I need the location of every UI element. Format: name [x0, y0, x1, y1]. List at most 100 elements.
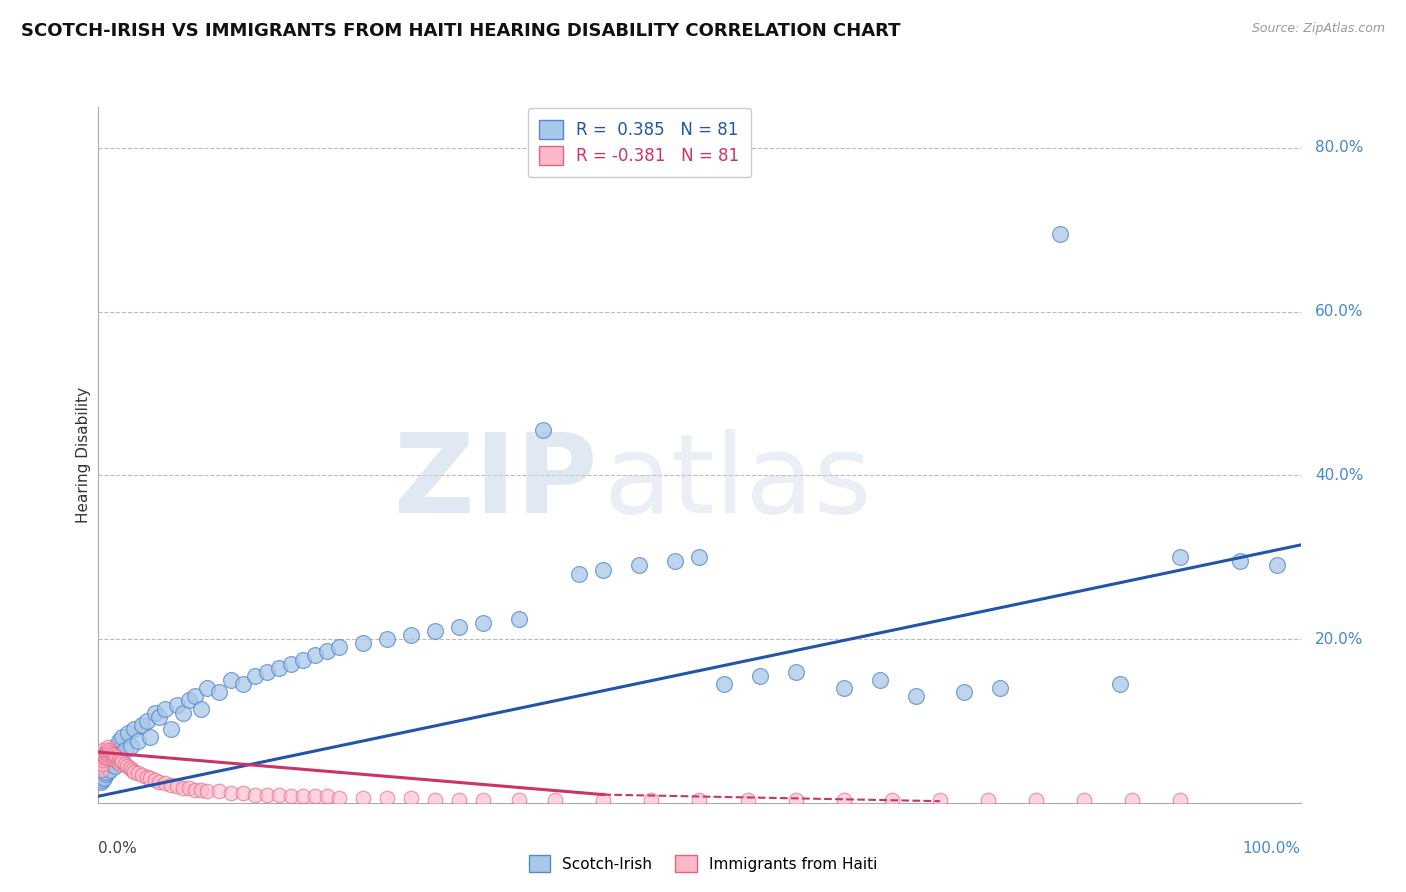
Point	[232, 786, 254, 800]
Point	[111, 755, 134, 769]
Point	[90, 775, 112, 789]
Point	[291, 652, 314, 666]
Point	[94, 751, 117, 765]
Point	[177, 780, 200, 795]
Point	[328, 640, 350, 655]
Point	[153, 701, 176, 715]
Point	[352, 790, 374, 805]
Point	[98, 742, 121, 756]
Point	[111, 731, 134, 745]
Point	[96, 742, 118, 756]
Point	[592, 562, 614, 576]
Point	[243, 788, 266, 802]
Point	[688, 792, 710, 806]
Point	[91, 763, 114, 777]
Point	[375, 632, 398, 646]
Point	[103, 742, 125, 756]
Point	[139, 731, 162, 745]
Point	[94, 745, 117, 759]
Point	[159, 778, 181, 792]
Point	[108, 756, 131, 771]
Point	[1265, 558, 1288, 573]
Point	[108, 734, 131, 748]
Point	[472, 615, 495, 630]
Legend: R =  0.385   N = 81, R = -0.381   N = 81: R = 0.385 N = 81, R = -0.381 N = 81	[527, 109, 751, 177]
Point	[423, 792, 446, 806]
Point	[280, 789, 302, 804]
Point	[127, 766, 149, 780]
Point	[93, 771, 115, 785]
Point	[267, 661, 290, 675]
Point	[94, 767, 117, 781]
Point	[423, 624, 446, 638]
Point	[103, 748, 125, 763]
Point	[472, 792, 495, 806]
Point	[1073, 792, 1095, 806]
Point	[131, 768, 153, 782]
Point	[315, 644, 337, 658]
Point	[785, 665, 807, 679]
Point	[98, 751, 121, 765]
Y-axis label: Hearing Disability: Hearing Disability	[76, 387, 91, 523]
Point	[96, 764, 118, 779]
Point	[256, 788, 278, 802]
Point	[219, 786, 242, 800]
Point	[304, 789, 326, 804]
Point	[98, 756, 121, 771]
Point	[880, 792, 903, 806]
Point	[177, 693, 200, 707]
Point	[508, 612, 530, 626]
Point	[1049, 227, 1071, 241]
Text: 40.0%: 40.0%	[1315, 468, 1364, 483]
Point	[100, 748, 122, 763]
Point	[1170, 550, 1192, 565]
Point	[91, 764, 114, 779]
Point	[1170, 792, 1192, 806]
Point	[953, 685, 976, 699]
Point	[91, 747, 114, 761]
Point	[135, 770, 157, 784]
Point	[100, 747, 122, 761]
Point	[91, 742, 114, 756]
Text: 20.0%: 20.0%	[1315, 632, 1364, 647]
Point	[89, 759, 111, 773]
Point	[91, 772, 114, 787]
Text: ZIP: ZIP	[394, 429, 598, 536]
Point	[256, 665, 278, 679]
Point	[183, 782, 205, 797]
Point	[120, 739, 142, 753]
Point	[195, 784, 218, 798]
Point	[508, 792, 530, 806]
Point	[267, 788, 290, 802]
Point	[232, 677, 254, 691]
Point	[291, 789, 314, 804]
Point	[315, 789, 337, 804]
Point	[219, 673, 242, 687]
Point	[1121, 792, 1143, 806]
Point	[108, 751, 131, 765]
Point	[713, 677, 735, 691]
Point	[100, 745, 122, 759]
Point	[114, 742, 136, 756]
Point	[101, 751, 124, 765]
Point	[131, 718, 153, 732]
Point	[89, 755, 111, 769]
Point	[688, 550, 710, 565]
Point	[785, 792, 807, 806]
Text: 100.0%: 100.0%	[1243, 841, 1301, 856]
Point	[107, 755, 129, 769]
Point	[243, 669, 266, 683]
Point	[628, 558, 651, 573]
Point	[148, 710, 170, 724]
Point	[183, 690, 205, 704]
Point	[93, 748, 115, 763]
Point	[91, 770, 114, 784]
Point	[1109, 677, 1132, 691]
Point	[904, 690, 927, 704]
Point	[89, 771, 111, 785]
Point	[105, 739, 128, 753]
Point	[304, 648, 326, 663]
Point	[531, 423, 554, 437]
Point	[90, 751, 112, 765]
Point	[748, 669, 770, 683]
